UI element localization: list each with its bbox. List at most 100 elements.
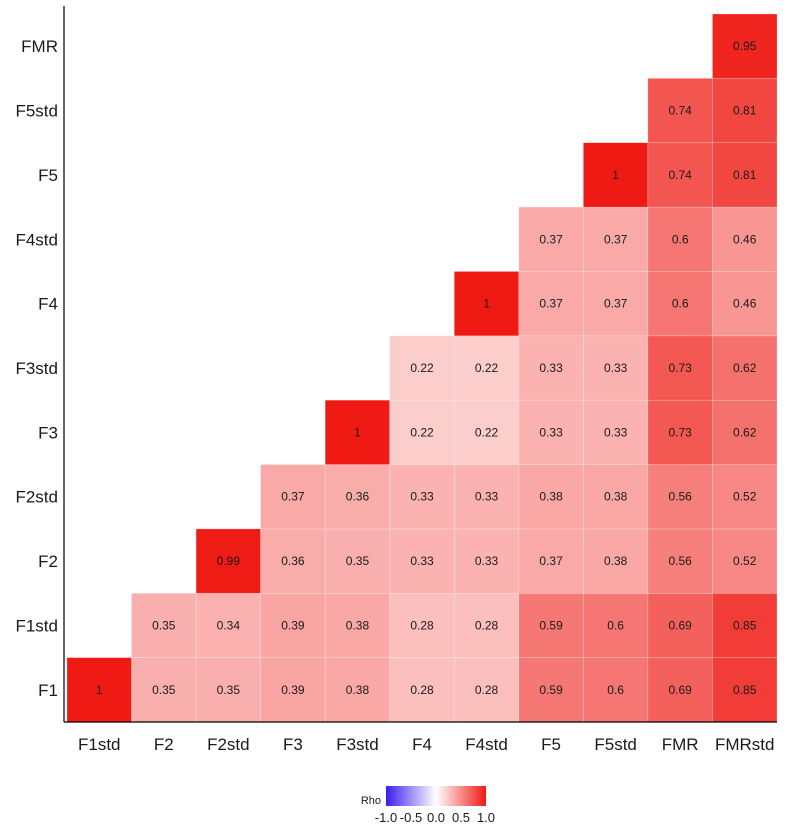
heatmap-cell <box>518 464 584 530</box>
heatmap-cell <box>131 592 197 658</box>
heatmap-cell-label: 0.38 <box>346 683 370 697</box>
legend-tick-labels: -1.0 -0.5 0.0 0.5 1.0 <box>375 810 495 825</box>
heatmap-cell-labels: 1 0.35 0.35 0.39 0.38 0.28 0.28 0.59 0.6 0.69 0.85… <box>96 39 757 697</box>
heatmap-cell-label: 0.56 <box>669 554 693 568</box>
heatmap-cell <box>324 399 391 465</box>
heatmap-cell <box>712 528 778 594</box>
heatmap-cell <box>583 142 649 208</box>
heatmap-cell <box>583 592 649 658</box>
heatmap-cell-label: 0.6 <box>672 232 689 246</box>
heatmap-cell <box>583 528 649 594</box>
heatmap-cell-label: 0.35 <box>152 683 176 697</box>
heatmap-cell <box>453 399 520 465</box>
heatmap-cell <box>712 206 778 272</box>
heatmap-cell-label: 0.85 <box>733 683 757 697</box>
heatmap-cell <box>647 528 713 594</box>
x-tick-label: F4std <box>465 735 508 754</box>
heatmap-cell <box>260 528 326 594</box>
heatmap-cell-label: 0.35 <box>152 618 176 632</box>
legend-title: Rho <box>361 795 381 807</box>
heatmap-cell-label: 0.37 <box>604 297 628 311</box>
heatmap-cell-label: 0.33 <box>539 425 563 439</box>
y-tick-label: F2 <box>38 552 58 571</box>
heatmap-cell-label: 1 <box>483 297 490 311</box>
x-tick-label: F1std <box>78 735 121 754</box>
heatmap-cell <box>518 206 584 272</box>
y-axis-tick-labels: F1 F1std F2 F2std F3 F3std F4 F4std F5 F5std FMR <box>15 37 58 700</box>
heatmap-cell <box>583 271 649 337</box>
x-tick-label: F2std <box>207 735 250 754</box>
heatmap-cell <box>324 592 391 658</box>
heatmap-cell-label: 0.35 <box>346 554 370 568</box>
heatmap-cell <box>389 592 455 658</box>
y-tick-label: F3std <box>15 359 58 378</box>
heatmap-cell <box>131 657 197 723</box>
heatmap-cell <box>518 528 584 594</box>
heatmap-cell <box>712 464 778 530</box>
heatmap-cell-label: 0.69 <box>669 683 693 697</box>
x-tick-label: FMRstd <box>715 735 775 754</box>
y-tick-label: F2std <box>15 488 58 507</box>
heatmap-cell-label: 0.33 <box>475 554 499 568</box>
heatmap-cell <box>518 592 584 658</box>
heatmap-cell <box>583 335 649 401</box>
legend-tick-label: 1.0 <box>477 810 495 825</box>
heatmap-cell <box>647 657 713 723</box>
heatmap-cell-label: 0.22 <box>410 361 434 375</box>
heatmap-cell-label: 0.74 <box>669 104 693 118</box>
heatmap-cell-label: 0.35 <box>217 683 241 697</box>
heatmap-cell-label: 0.36 <box>346 490 370 504</box>
x-tick-label: F5std <box>594 735 637 754</box>
heatmap-cell-label: 0.39 <box>281 683 305 697</box>
heatmap-cell <box>712 78 778 144</box>
x-tick-label: F4 <box>412 735 432 754</box>
heatmap-cell-label: 0.95 <box>733 39 757 53</box>
heatmap-cell-label: 0.28 <box>410 683 434 697</box>
heatmap-cell <box>66 657 132 723</box>
legend-tick-label: 0.5 <box>452 810 470 825</box>
heatmap-cell-label: 0.46 <box>733 297 757 311</box>
heatmap-cell-label: 0.46 <box>733 232 757 246</box>
heatmap-cell <box>518 335 584 401</box>
heatmap-cell <box>518 657 584 723</box>
heatmap-cell <box>712 657 778 723</box>
heatmap-cell-label: 0.33 <box>475 490 499 504</box>
heatmap-cell <box>583 464 649 530</box>
heatmap-cell <box>712 592 778 658</box>
heatmap-cell-label: 0.33 <box>604 425 628 439</box>
heatmap-cell-label: 0.52 <box>733 490 757 504</box>
heatmap-cell-label: 0.28 <box>475 618 499 632</box>
heatmap-cell-label: 0.74 <box>669 168 693 182</box>
x-tick-label: FMR <box>662 735 699 754</box>
heatmap-cell-label: 0.6 <box>607 683 624 697</box>
heatmap-cell-label: 0.37 <box>604 232 628 246</box>
heatmap-cell <box>647 464 713 530</box>
heatmap-cell-label: 1 <box>612 168 619 182</box>
heatmap-cell <box>712 142 778 208</box>
heatmap-cell <box>712 13 778 79</box>
heatmap-cell <box>647 142 713 208</box>
heatmap-cell-label: 0.73 <box>669 361 693 375</box>
heatmap-cell <box>647 592 713 658</box>
heatmap-cell <box>389 335 455 401</box>
heatmap-cells <box>66 13 778 723</box>
heatmap-cell-label: 0.34 <box>217 618 241 632</box>
heatmap-cell <box>453 464 520 530</box>
heatmap-cell-label: 0.38 <box>346 618 370 632</box>
legend-tick-label: -1.0 <box>375 810 397 825</box>
heatmap-cell <box>260 464 326 530</box>
heatmap-cell-label: 0.52 <box>733 554 757 568</box>
heatmap-cell-label: 0.22 <box>410 425 434 439</box>
heatmap-cell-label: 0.33 <box>410 554 434 568</box>
heatmap-cell-label: 0.62 <box>733 425 757 439</box>
heatmap-cell-label: 0.37 <box>539 232 563 246</box>
axes <box>63 6 777 723</box>
heatmap-cell <box>195 592 261 658</box>
heatmap-cell <box>647 78 713 144</box>
legend-colorbar <box>386 786 486 806</box>
heatmap-cell-label: 0.59 <box>539 618 563 632</box>
heatmap-cell-label: 0.33 <box>410 490 434 504</box>
heatmap-cell-label: 0.69 <box>669 618 693 632</box>
color-legend: Rho -1.0 -0.5 0.0 0.5 1.0 <box>361 786 495 825</box>
